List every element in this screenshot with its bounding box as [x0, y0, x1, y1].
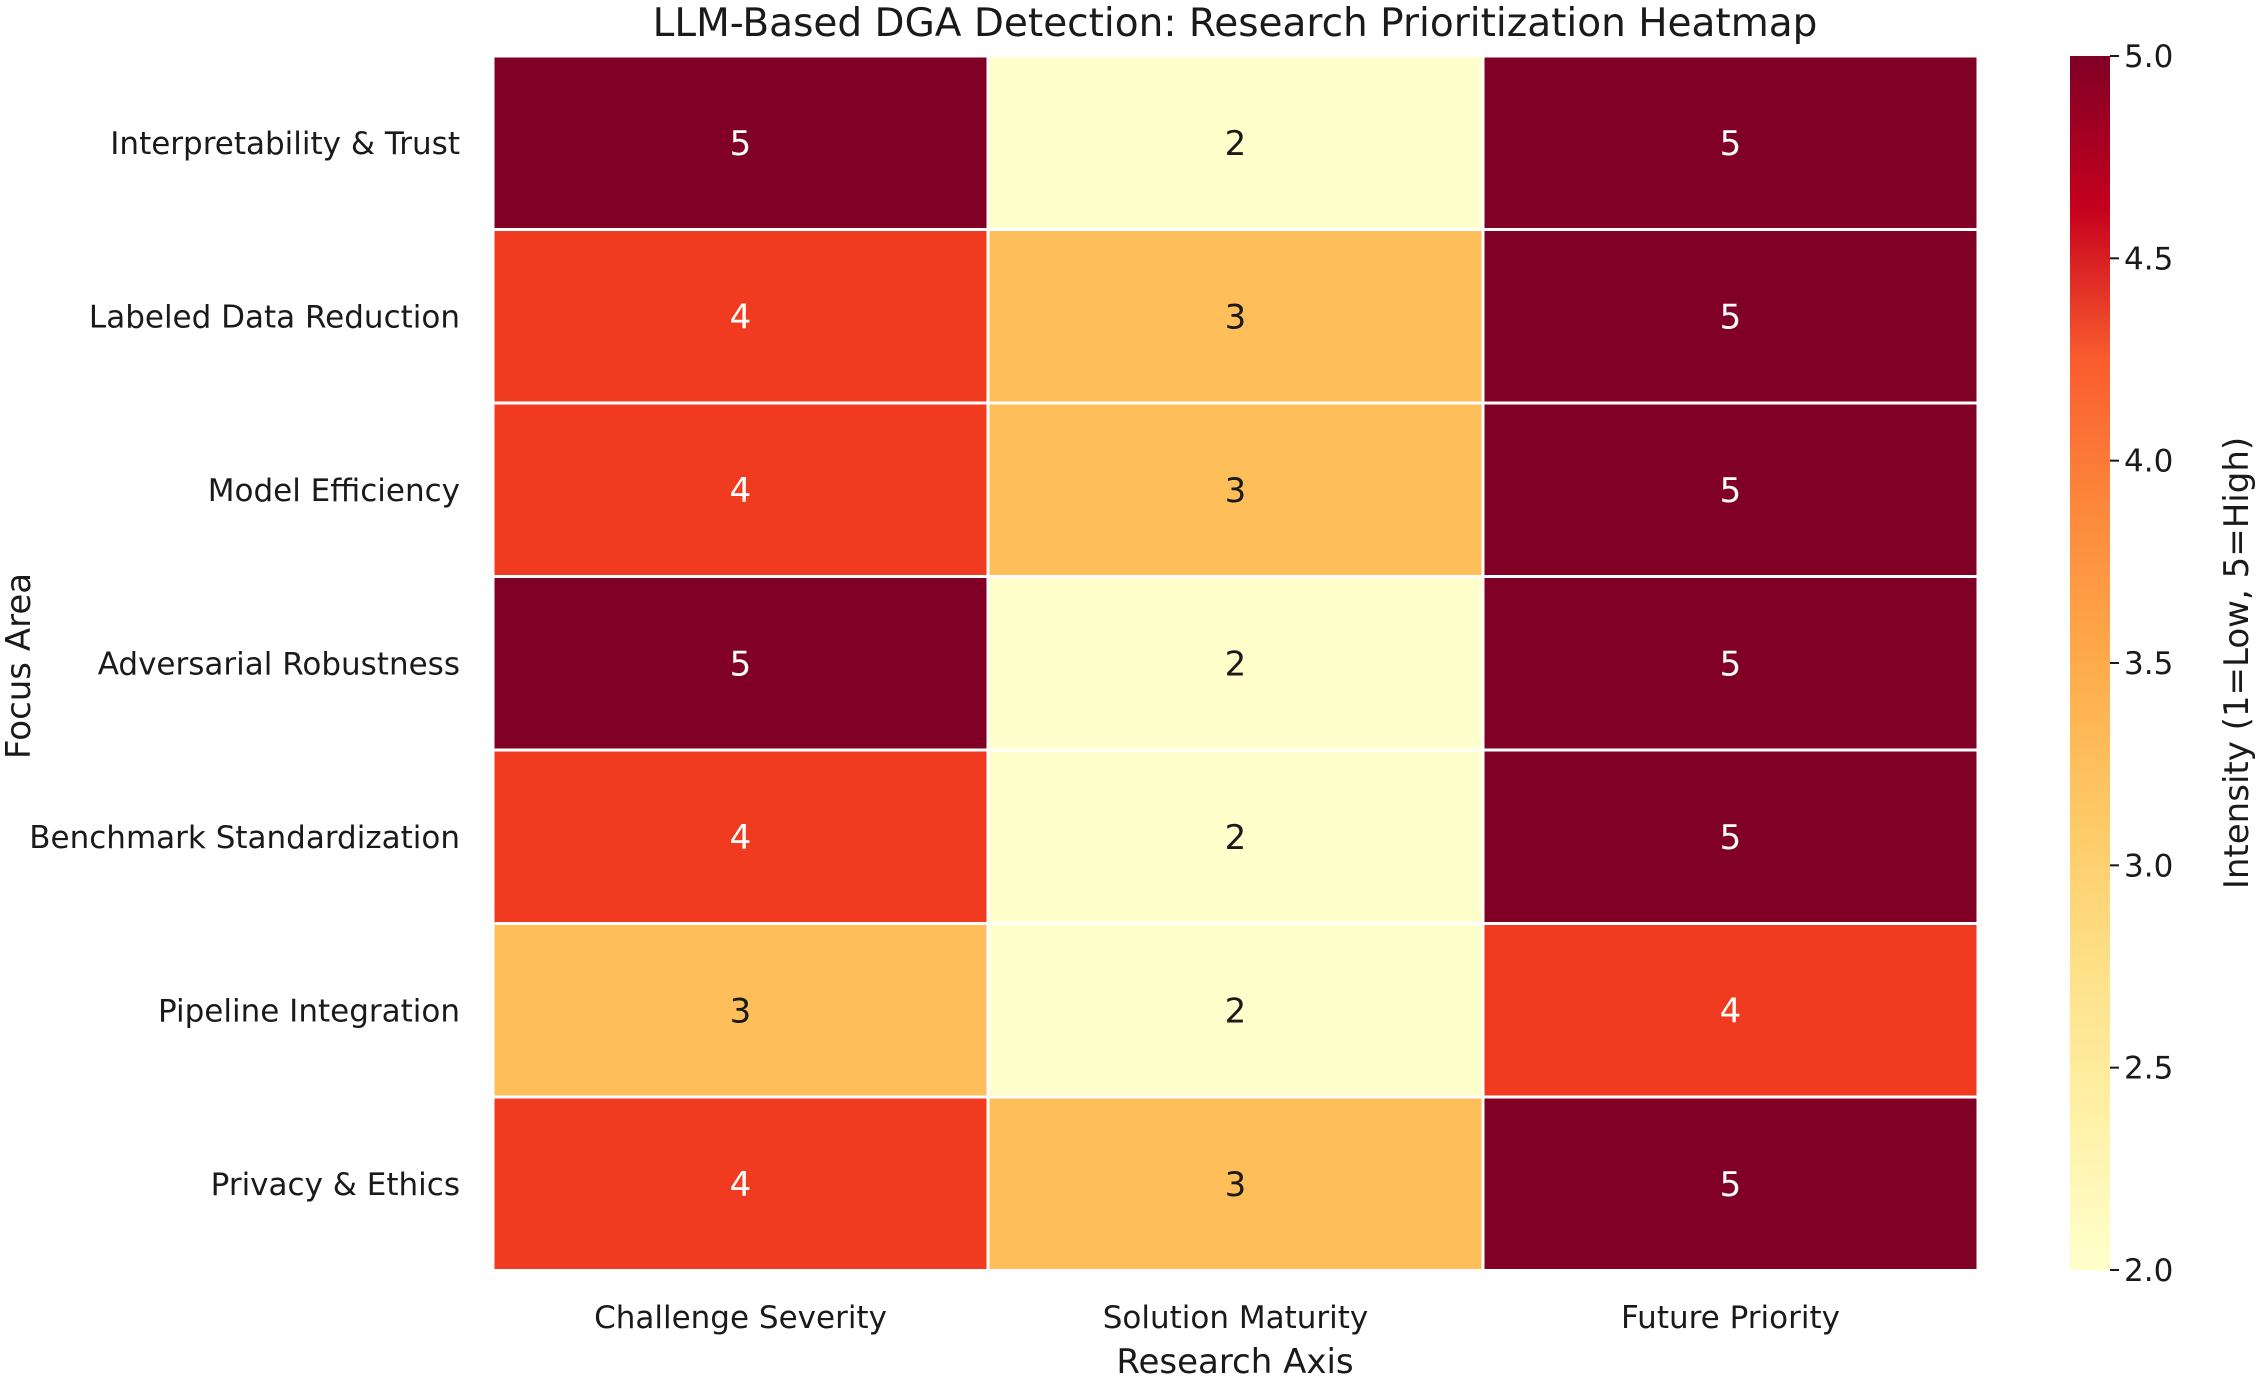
cell-value-label: 5 — [1720, 124, 1742, 164]
heatmap-cell — [1481, 228, 1980, 405]
heatmap-cell — [986, 228, 1485, 405]
cell-value-label: 4 — [730, 818, 752, 858]
row-label: Model Efficiency — [208, 473, 460, 509]
cell-value-label: 4 — [730, 471, 752, 511]
cell-value-label: 4 — [730, 297, 752, 337]
heatmap-cell — [491, 1095, 990, 1272]
column-label: Solution Maturity — [1103, 1300, 1369, 1336]
heatmap-cell-values: 5 2 5 4 3 5 4 3 5 5 2 5 4 2 5 3 2 4 4 3 5 — [730, 124, 1742, 1205]
row-label: Labeled Data Reduction — [89, 299, 460, 335]
colorbar-tick-label: 2.5 — [2124, 1051, 2173, 1087]
row-label: Benchmark Standardization — [29, 820, 460, 856]
colorbar-tick-label: 3.5 — [2124, 646, 2173, 682]
chart-title: LLM-Based DGA Detection: Research Priori… — [653, 1, 1818, 46]
heatmap-cell — [986, 748, 1485, 925]
cell-value-label: 5 — [1720, 818, 1742, 858]
heatmap-cell — [986, 401, 1485, 578]
heatmap-cell — [1481, 1095, 1980, 1272]
heatmap-cell — [491, 748, 990, 925]
heatmap-cell — [1481, 575, 1980, 752]
colorbar-tick-label: 4.5 — [2124, 241, 2173, 277]
heatmap-cell — [1481, 748, 1980, 925]
heatmap-cell — [986, 922, 1485, 1099]
row-label: Adversarial Robustness — [98, 646, 460, 682]
heatmap-cell — [491, 922, 990, 1099]
cell-value-label: 4 — [730, 1165, 752, 1205]
cell-value-label: 3 — [1225, 471, 1247, 511]
heatmap-cell — [491, 54, 990, 231]
cell-value-label: 2 — [1225, 124, 1247, 164]
cell-value-label: 4 — [1720, 991, 1742, 1031]
colorbar-tick-label: 5.0 — [2124, 39, 2173, 75]
heatmap-cells — [491, 54, 1980, 1272]
cell-value-label: 2 — [1225, 644, 1247, 684]
colorbar — [2070, 56, 2110, 1270]
cell-value-label: 3 — [730, 991, 752, 1031]
cell-value-label: 3 — [1225, 297, 1247, 337]
heatmap-cell — [491, 575, 990, 752]
column-label: Future Priority — [1621, 1300, 1840, 1336]
row-labels: Interpretability & Trust Labeled Data Red… — [29, 126, 460, 1203]
heatmap-cell — [491, 228, 990, 405]
column-label: Challenge Severity — [594, 1300, 887, 1336]
colorbar-tick-label: 2.0 — [2124, 1253, 2173, 1289]
column-labels: Challenge Severity Solution Maturity Futur… — [594, 1300, 1840, 1336]
row-label: Pipeline Integration — [158, 993, 460, 1029]
row-label: Interpretability & Trust — [110, 126, 460, 162]
cell-value-label: 5 — [1720, 644, 1742, 684]
x-axis-label: Research Axis — [1116, 1342, 1353, 1378]
colorbar-tick-label: 3.0 — [2124, 848, 2173, 884]
cell-value-label: 2 — [1225, 991, 1247, 1031]
cell-value-label: 5 — [730, 644, 752, 684]
row-label: Privacy & Ethics — [211, 1167, 460, 1203]
heatmap-cell — [1481, 54, 1980, 231]
heatmap-cell — [986, 1095, 1485, 1272]
heatmap-cell — [986, 54, 1485, 231]
colorbar-ticks: 2.0 2.5 3.0 3.5 4.0 4.5 5.0 — [2110, 39, 2173, 1289]
colorbar-tick-label: 4.0 — [2124, 444, 2173, 480]
cell-value-label: 5 — [1720, 471, 1742, 511]
cell-value-label: 2 — [1225, 818, 1247, 858]
cell-value-label: 5 — [730, 124, 752, 164]
colorbar-label: Intensity (1=Low, 5=High) — [2217, 437, 2257, 889]
cell-value-label: 5 — [1720, 297, 1742, 337]
cell-value-label: 5 — [1720, 1165, 1742, 1205]
cell-value-label: 3 — [1225, 1165, 1247, 1205]
y-axis-label: Focus Area — [0, 573, 39, 759]
heatmap-cell — [1481, 922, 1980, 1099]
